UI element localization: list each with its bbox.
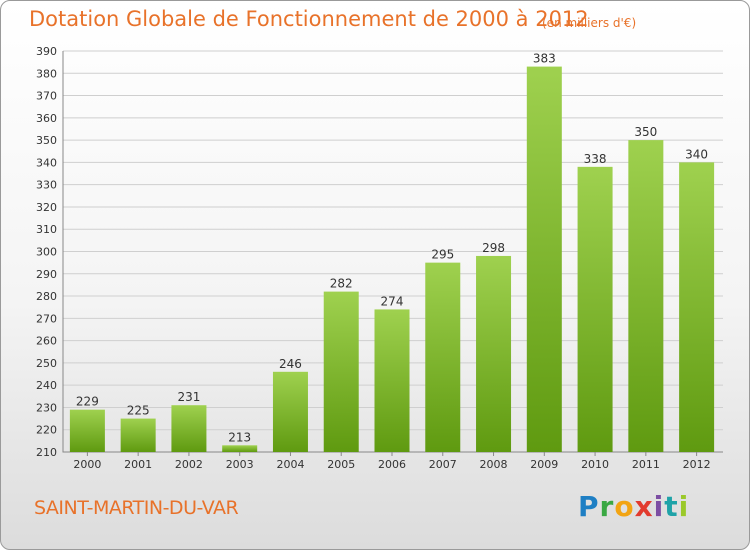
y-tick-label: 350 <box>36 134 57 147</box>
y-tick-label: 370 <box>36 90 57 103</box>
data-label: 231 <box>177 390 200 404</box>
bar-2006 <box>374 309 410 452</box>
x-tick-label: 2003 <box>226 458 254 471</box>
x-tick-label: 2010 <box>581 458 609 471</box>
bar-2011 <box>628 140 664 452</box>
data-label: 274 <box>381 294 404 308</box>
bar-2000 <box>69 409 105 452</box>
y-tick-label: 290 <box>36 268 57 281</box>
chart-unit: (en milliers d'€) <box>542 16 637 30</box>
data-label: 298 <box>482 241 505 255</box>
y-tick-label: 270 <box>36 312 57 325</box>
y-tick-label: 320 <box>36 201 57 214</box>
bar-2005 <box>323 291 359 452</box>
chart-title: Dotation Globale de Fonctionnement de 20… <box>29 7 589 31</box>
x-tick-label: 2012 <box>683 458 711 471</box>
x-tick-label: 2007 <box>429 458 457 471</box>
y-axis: 210 220 230 240 250 260 270 280 290 300 310 320 330 3… <box>36 45 57 459</box>
data-label: 340 <box>685 147 708 161</box>
x-tick-label: 2008 <box>480 458 508 471</box>
bar-2001 <box>120 418 156 452</box>
bar-2010 <box>577 166 613 452</box>
x-tick-label: 2001 <box>124 458 152 471</box>
y-tick-label: 300 <box>36 246 57 259</box>
data-label: 225 <box>127 404 150 418</box>
bars: 229 225 231 213 246 282 274 295 298 383 338 350 340 <box>69 52 715 452</box>
x-tick-label: 2000 <box>73 458 101 471</box>
x-tick-label: 2006 <box>378 458 406 471</box>
data-label: 295 <box>431 248 454 262</box>
bar-2002 <box>171 405 207 452</box>
x-axis: 2000 2001 2002 2003 2004 2005 2006 2007 2008 2009… <box>73 452 711 471</box>
x-tick-label: 2011 <box>632 458 660 471</box>
data-label: 213 <box>228 430 251 444</box>
y-tick-label: 230 <box>36 401 57 414</box>
y-tick-label: 260 <box>36 335 57 348</box>
x-tick-label: 2005 <box>327 458 355 471</box>
y-tick-label: 380 <box>36 67 57 80</box>
bar-2004 <box>272 371 308 452</box>
y-tick-label: 250 <box>36 357 57 370</box>
x-tick-label: 2002 <box>175 458 203 471</box>
y-tick-label: 280 <box>36 290 57 303</box>
x-tick-label: 2004 <box>276 458 304 471</box>
commune-name: SAINT-MARTIN-DU-VAR <box>34 497 239 519</box>
bar-2007 <box>425 262 461 452</box>
data-label: 350 <box>634 125 657 139</box>
y-tick-label: 390 <box>36 45 57 58</box>
proxiti-logo[interactable]: Proxiti <box>578 490 690 523</box>
bar-2008 <box>476 255 512 452</box>
y-tick-label: 240 <box>36 379 57 392</box>
bar-2009 <box>526 66 562 452</box>
data-label: 338 <box>584 152 607 166</box>
data-label: 246 <box>279 357 302 371</box>
y-tick-label: 340 <box>36 156 57 169</box>
x-tick-label: 2009 <box>530 458 558 471</box>
y-tick-label: 210 <box>36 446 57 459</box>
bar-2012 <box>679 162 715 452</box>
y-tick-label: 310 <box>36 223 57 236</box>
data-label: 383 <box>533 52 556 66</box>
y-tick-label: 360 <box>36 112 57 125</box>
data-label: 282 <box>330 277 353 291</box>
y-tick-label: 220 <box>36 424 57 437</box>
y-tick-label: 330 <box>36 179 57 192</box>
data-label: 229 <box>76 395 99 409</box>
bar-2003 <box>222 445 258 452</box>
